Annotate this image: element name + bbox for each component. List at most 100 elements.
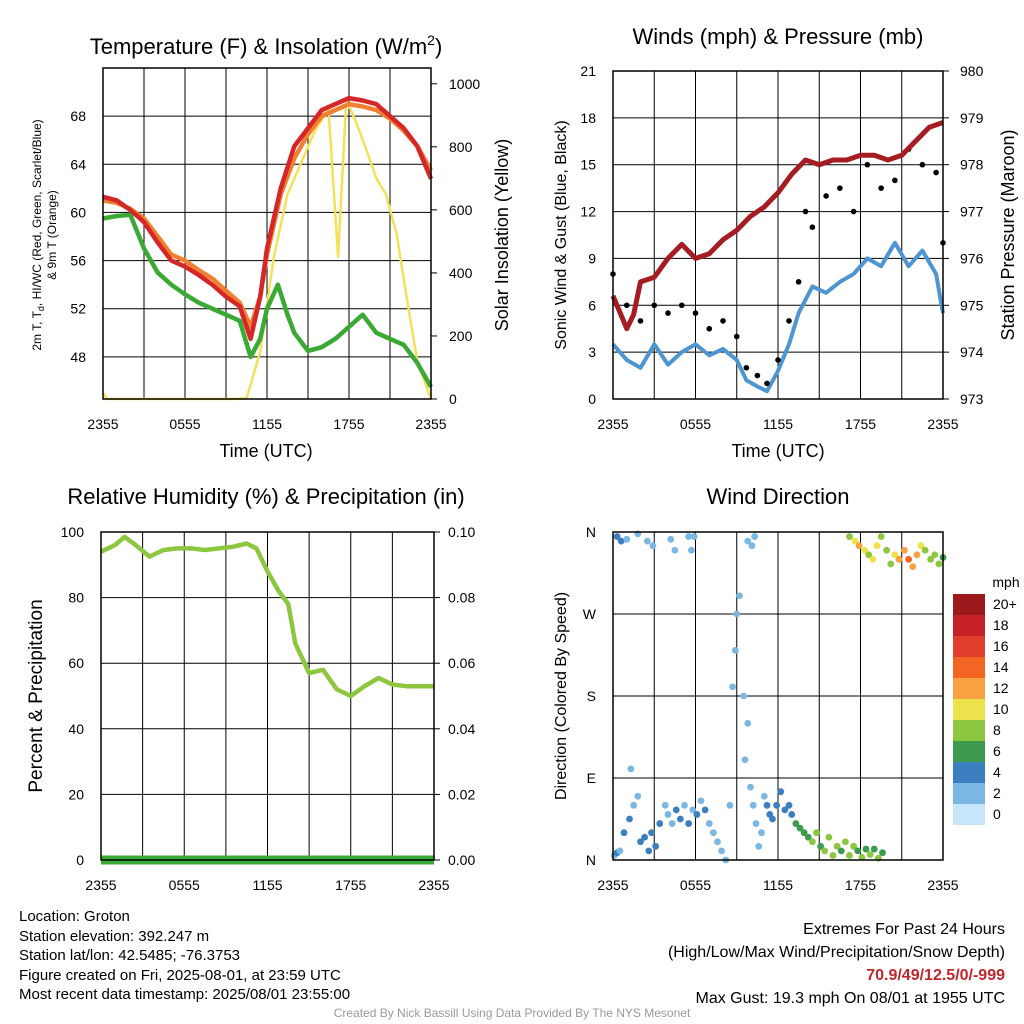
direction-point xyxy=(846,852,853,859)
temperature-panel: Temperature (F) & Insolation (W/m2) 2355… xyxy=(30,32,512,461)
temperature-y-axis-label: 2m T, Td, HI/WC (Red, Green, Scarlet/Blu… xyxy=(30,119,46,350)
direction-point xyxy=(763,801,771,809)
x-tick-label: 2355 xyxy=(85,877,116,893)
legend-label: 14 xyxy=(993,659,1009,675)
direction-point xyxy=(788,811,796,818)
pressure-y-axis-label: Station Pressure (Maroon) xyxy=(998,129,1018,340)
temperature-x-axis-label: Time (UTC) xyxy=(219,441,312,461)
direction-point xyxy=(617,537,625,545)
legend-swatch xyxy=(953,720,985,741)
direction-point xyxy=(729,683,737,691)
direction-point xyxy=(873,542,881,550)
gust-point xyxy=(919,161,926,168)
legend-label: 10 xyxy=(993,701,1009,717)
direction-point xyxy=(634,792,642,800)
speed-legend: 20+ 18 16 14 12 10 8 6 4 2 0 xyxy=(953,594,1017,825)
direction-point xyxy=(741,756,749,764)
station-info: Location: Groton Station elevation: 392.… xyxy=(19,907,350,1005)
gust-point xyxy=(775,357,781,363)
winds-plot-frame xyxy=(612,70,944,400)
station-latlon: Station lat/lon: 42.5485; -76.3753 xyxy=(19,947,241,964)
y-tick-label: 48 xyxy=(70,349,86,365)
direction-point xyxy=(913,551,921,559)
humidity-chart-title: Relative Humidity (%) & Precipitation (i… xyxy=(67,484,464,509)
legend-swatch xyxy=(953,594,985,615)
direction-point xyxy=(887,560,895,568)
wind-direction-y-axis-label: Direction (Colored By Speed) xyxy=(553,592,570,800)
direction-point xyxy=(773,801,781,809)
direction-point xyxy=(645,847,653,855)
direction-point xyxy=(785,801,793,809)
y2-tick-label: 0.10 xyxy=(448,524,475,540)
gust-point xyxy=(809,224,816,230)
x-tick-label: 1755 xyxy=(845,416,876,432)
x-tick-label: 1155 xyxy=(252,416,282,432)
gust-point xyxy=(878,185,884,191)
y-tick-label: 12 xyxy=(580,204,596,220)
y2-tick-label: 974 xyxy=(960,344,984,360)
max-gust: Max Gust: 19.3 mph On 08/01 at 1955 UTC xyxy=(695,990,1006,1007)
direction-point xyxy=(891,551,899,559)
direction-point xyxy=(726,801,734,809)
y-tick-label: W xyxy=(583,606,597,622)
gust-point xyxy=(864,161,871,168)
direction-point xyxy=(752,820,760,827)
speed-legend-title: mph xyxy=(992,574,1019,590)
legend-label: 20+ xyxy=(993,596,1017,612)
humidity-y-axis-label: Percent & Precipitation xyxy=(26,599,47,792)
y-tick-label: 60 xyxy=(68,655,84,671)
direction-point xyxy=(736,592,743,600)
y2-tick-label: 0.06 xyxy=(448,655,475,671)
humidity-panel: Relative Humidity (%) & Precipitation (i… xyxy=(26,484,475,893)
direction-point xyxy=(626,815,633,823)
y-tick-label: 80 xyxy=(68,590,84,606)
y-tick-label: 9 xyxy=(588,250,596,266)
direction-point xyxy=(718,847,726,855)
legend-label: 12 xyxy=(993,680,1009,696)
direction-point xyxy=(648,829,655,837)
legend-swatch xyxy=(953,741,985,762)
winds-chart-title: Winds (mph) & Pressure (mb) xyxy=(633,24,924,49)
y2-tick-label: 800 xyxy=(449,139,473,155)
gust-point xyxy=(850,208,857,215)
x-tick-label: 0555 xyxy=(169,416,200,432)
y-tick-label: 52 xyxy=(70,301,86,317)
insolation-y-axis-label: Solar Insolation (Yellow) xyxy=(492,139,512,331)
direction-point xyxy=(825,833,833,841)
direction-point xyxy=(731,647,739,654)
direction-point xyxy=(862,845,870,853)
direction-point xyxy=(769,815,776,823)
y-tick-label: 21 xyxy=(580,63,596,79)
gust-point xyxy=(623,302,630,309)
direction-point xyxy=(817,842,825,850)
y2-tick-label: 0.08 xyxy=(448,590,475,606)
y-tick-label: 15 xyxy=(580,157,596,173)
y-tick-label: 0 xyxy=(588,391,596,407)
direction-point xyxy=(630,801,638,809)
direction-point xyxy=(870,845,878,853)
direction-point xyxy=(804,833,812,841)
direction-point xyxy=(676,815,684,823)
direction-point xyxy=(751,533,759,540)
direction-point xyxy=(714,838,721,846)
x-tick-label: 2355 xyxy=(927,877,958,893)
humidity-plot-frame xyxy=(100,531,435,861)
direction-point xyxy=(697,797,705,805)
y2-tick-label: 980 xyxy=(960,63,984,79)
y2-tick-label: 973 xyxy=(960,391,984,407)
gust-point xyxy=(651,302,658,309)
direction-point xyxy=(895,555,903,563)
direction-point xyxy=(850,842,858,850)
direction-point xyxy=(931,551,939,559)
x-tick-label: 1155 xyxy=(763,416,793,432)
x-tick-label: 2355 xyxy=(927,416,958,432)
y2-tick-label: 0.04 xyxy=(448,721,475,737)
gust-point xyxy=(754,372,761,379)
direction-point xyxy=(656,820,664,827)
temperature-plot-frame xyxy=(102,67,432,400)
direction-point xyxy=(701,806,709,814)
y2-tick-label: 976 xyxy=(960,250,984,266)
direction-point xyxy=(705,820,713,827)
legend-label: 18 xyxy=(993,617,1009,633)
